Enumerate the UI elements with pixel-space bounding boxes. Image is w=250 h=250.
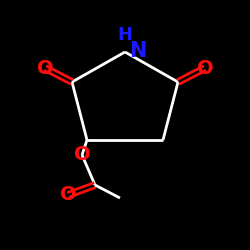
Text: H: H bbox=[118, 26, 132, 44]
Text: O: O bbox=[197, 58, 213, 78]
Text: N: N bbox=[129, 41, 146, 61]
Text: O: O bbox=[74, 146, 90, 165]
Text: O: O bbox=[37, 58, 53, 78]
Text: O: O bbox=[60, 186, 76, 204]
